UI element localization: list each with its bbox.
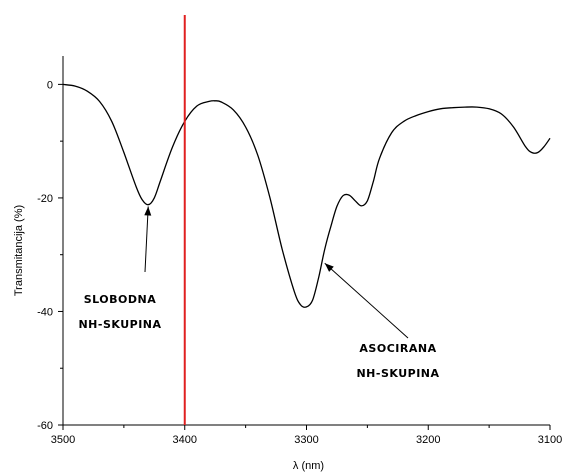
annotation-arrow-shaft	[144, 206, 149, 273]
x-tick-label: 3100	[538, 434, 562, 446]
annotation-arrow-head	[144, 206, 152, 216]
x-ticks: 3500 3400 3300 3200 3100	[51, 425, 562, 446]
y-ticks: 0 -20 -40 -60	[37, 79, 63, 432]
y-tick-label: -60	[37, 420, 53, 432]
y-axis-title: Transmitancija (%)	[13, 205, 25, 296]
x-tick-label: 3300	[294, 434, 318, 446]
y-tick-label: 0	[47, 79, 53, 91]
y-tick-label: -40	[37, 306, 53, 318]
annotations: SLOBODNA NH-SKUPINA ASOCIRANA NH-SKUPINA	[78, 206, 439, 380]
x-tick-label: 3200	[416, 434, 440, 446]
x-axis-title: λ (nm)	[293, 460, 324, 472]
annotation-label-line: ASOCIRANA	[359, 342, 436, 355]
x-tick-label: 3400	[173, 434, 197, 446]
annotation-arrow-shaft	[324, 262, 409, 339]
spectrum-line	[62, 83, 551, 308]
annotation-arrow-head	[324, 263, 334, 272]
annotation-label-line: NH-SKUPINA	[78, 318, 161, 331]
x-tick-label: 3500	[51, 434, 75, 446]
axes: 3500 3400 3300 3200 3100 0 -20 -40 -60	[37, 56, 562, 446]
annotation-label-line: SLOBODNA	[84, 293, 156, 306]
y-tick-label: -20	[37, 193, 53, 205]
annotation-label-line: NH-SKUPINA	[356, 367, 439, 380]
